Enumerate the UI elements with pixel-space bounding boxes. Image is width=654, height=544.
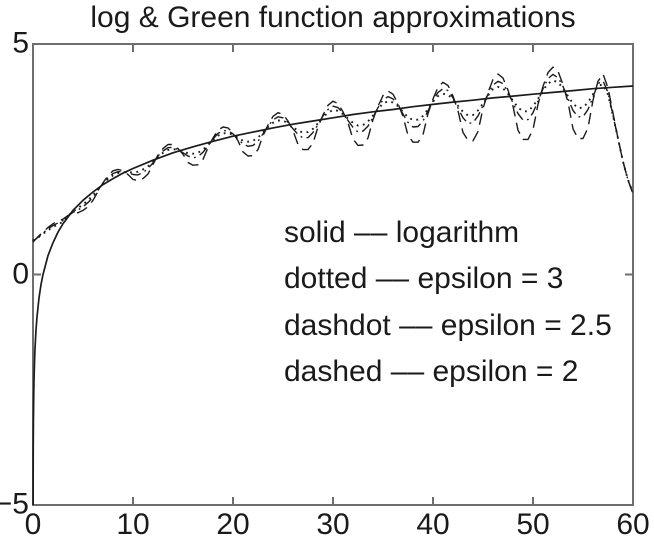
series-dotted [32, 79, 634, 242]
series-dashdot [32, 73, 634, 242]
chart-title: log & Green function approximations [90, 1, 576, 34]
series-solid [32, 85, 634, 506]
axes-box [32, 43, 634, 506]
series-dashed [32, 66, 634, 243]
